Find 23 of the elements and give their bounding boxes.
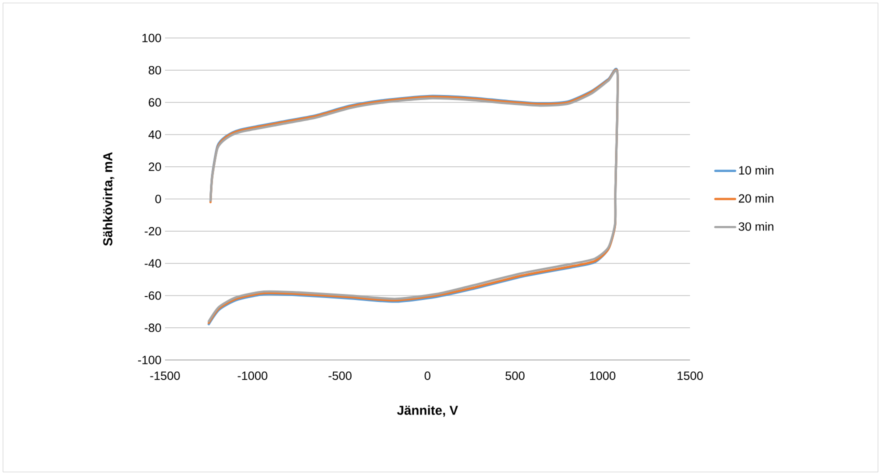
x-tick-label: 1500 (678, 372, 703, 380)
x-tick-label: -500 (328, 372, 352, 380)
x-tick-label: -1500 (150, 372, 180, 380)
y-tick-label: 100 (142, 34, 162, 42)
x-axis-title: Jännite, V (397, 405, 458, 417)
y-axis-title: Sähkövirta, mA (102, 152, 114, 246)
x-tick-label: 1000 (590, 372, 616, 380)
y-tick-label: -20 (144, 226, 162, 236)
y-tick-label: -60 (144, 291, 162, 300)
y-tick-label: -100 (138, 356, 162, 364)
y-tick-label: 80 (148, 66, 162, 74)
x-tick-label: 0 (424, 372, 430, 380)
y-tick-label: -40 (144, 259, 162, 268)
legend-label: 20 min (738, 194, 774, 203)
y-tick-label: 20 (148, 162, 162, 172)
y-tick-label: 0 (155, 194, 162, 204)
y-tick-label: 40 (148, 130, 162, 139)
y-tick-label: -80 (144, 324, 162, 332)
legend-label: 10 min (739, 166, 774, 175)
x-tick-label: -1000 (238, 372, 268, 380)
legend-label: 30 min (738, 222, 774, 231)
x-tick-label: 500 (506, 372, 525, 380)
y-tick-label: 60 (148, 98, 162, 107)
